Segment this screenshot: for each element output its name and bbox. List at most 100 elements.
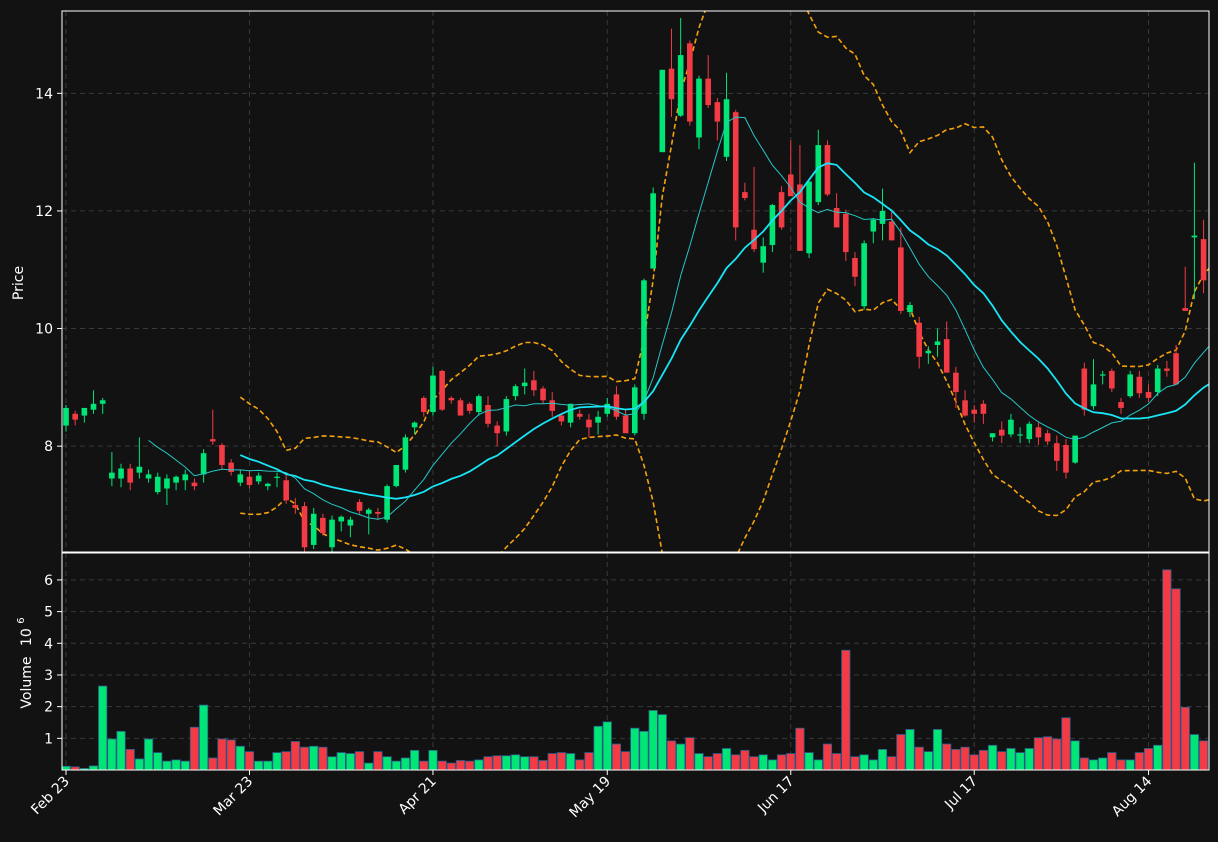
- volume-axis: 1 2 3 4 5 6: [44, 573, 62, 747]
- candle-body: [1063, 444, 1069, 473]
- volume-bar: [1198, 740, 1209, 770]
- candle-body: [347, 519, 354, 526]
- volume-bar: [1143, 748, 1154, 770]
- candle-body: [320, 517, 326, 534]
- volume-bar: [382, 756, 392, 770]
- volume-bar: [1180, 706, 1190, 770]
- candle-body: [430, 375, 436, 413]
- candle-body: [448, 397, 455, 401]
- volume-bar: [336, 752, 346, 770]
- candle-body: [503, 399, 510, 432]
- candle-body: [1164, 368, 1170, 371]
- volume-bar: [859, 754, 869, 770]
- volume-bar: [180, 760, 190, 770]
- candle-body: [145, 474, 152, 479]
- volume-bar: [1070, 740, 1080, 770]
- volume-bar: [492, 755, 502, 770]
- candle-body: [338, 516, 345, 522]
- candle-body: [265, 483, 271, 487]
- candle-body: [63, 407, 69, 426]
- candle-body: [943, 339, 950, 373]
- volume-bar: [474, 759, 484, 770]
- candle-body: [714, 102, 721, 122]
- sma-long-line: [239, 162, 1209, 500]
- volume-bar: [281, 751, 291, 770]
- candle-body: [1081, 368, 1088, 410]
- volume-bar: [254, 760, 264, 770]
- candle-body: [888, 221, 895, 241]
- volume-bar: [932, 729, 943, 770]
- candle-body: [512, 386, 519, 397]
- candle-body: [1191, 235, 1198, 238]
- volume-bar: [1079, 757, 1089, 770]
- volume-bar: [1024, 748, 1034, 770]
- volume-bar: [79, 768, 89, 770]
- volume-bar: [593, 725, 603, 770]
- volume-bar: [143, 738, 154, 770]
- candle-body: [228, 462, 234, 473]
- candle-body: [760, 246, 767, 263]
- volume-bar: [428, 749, 438, 770]
- volume-bar: [1107, 752, 1117, 770]
- candle-body: [631, 387, 638, 434]
- candle-body: [613, 394, 620, 417]
- volume-tick-label: 4: [44, 636, 53, 652]
- volume-bar: [538, 760, 548, 770]
- candle-body: [962, 400, 968, 416]
- volume-bar: [978, 749, 989, 770]
- volume-bar: [611, 743, 622, 770]
- volume-bar: [685, 737, 695, 770]
- volume-bar: [951, 749, 961, 770]
- volume-bar: [731, 754, 741, 770]
- candle-body: [411, 422, 418, 428]
- volume-bar: [703, 756, 713, 770]
- candle-body: [200, 453, 207, 475]
- volume-bar: [88, 765, 99, 770]
- volume-bar: [712, 753, 722, 770]
- candle-body: [1145, 392, 1152, 398]
- candle-body: [622, 415, 629, 434]
- volume-bar: [1134, 752, 1144, 770]
- candle-body: [677, 55, 684, 116]
- volume-bar: [244, 751, 255, 770]
- volume-bar: [529, 756, 539, 770]
- volume-bar: [676, 743, 686, 770]
- volume-bar: [327, 756, 337, 770]
- volume-bar: [997, 751, 1007, 770]
- candle-body: [1200, 239, 1207, 281]
- candle-body: [1118, 402, 1124, 408]
- price-axis-label: Price: [11, 266, 27, 300]
- candle-body: [1053, 443, 1060, 461]
- volume-bar: [510, 754, 521, 770]
- candle-body: [255, 475, 262, 482]
- candle-body: [1136, 376, 1143, 394]
- volume-bar: [1043, 736, 1053, 770]
- volume-bar: [501, 755, 511, 770]
- price-tick-label: 12: [35, 204, 53, 220]
- candle-body: [274, 476, 280, 478]
- volume-bar: [217, 738, 227, 770]
- candle-body: [384, 486, 390, 520]
- volume-bar: [400, 757, 411, 770]
- volume-bar: [318, 746, 328, 770]
- volume-bar: [584, 752, 594, 770]
- volume-grid: [62, 553, 1209, 770]
- volume-bar: [410, 749, 420, 770]
- volume-bar: [437, 760, 447, 770]
- price-grid: [62, 11, 1209, 552]
- candle-body: [934, 341, 941, 346]
- volume-tick-label: 6: [44, 573, 53, 589]
- candle-body: [393, 464, 400, 487]
- candle-body: [687, 43, 693, 122]
- volume-axis-label-text: Volume: [19, 657, 35, 709]
- volume-bar: [776, 754, 787, 770]
- volume-bar: [960, 746, 970, 770]
- volume-bar: [868, 759, 878, 770]
- volume-bar: [648, 710, 658, 770]
- volume-tick-label: 1: [44, 731, 53, 747]
- candle-body: [732, 112, 739, 228]
- volume-bar: [602, 721, 612, 770]
- volume-bar: [841, 649, 851, 770]
- volume-bar: [1061, 717, 1071, 770]
